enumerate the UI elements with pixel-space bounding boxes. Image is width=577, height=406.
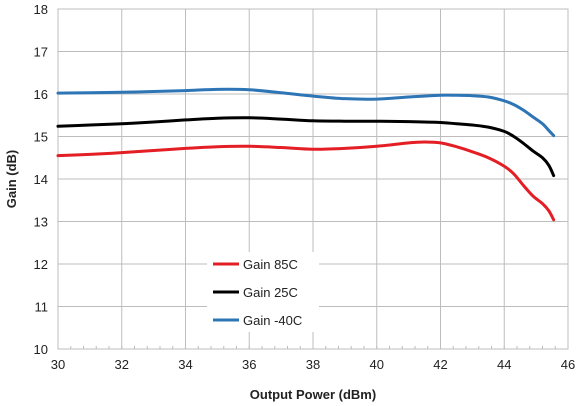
legend-label: Gain 85C <box>243 257 298 272</box>
x-tick-label: 42 <box>433 357 447 372</box>
y-tick-label: 11 <box>35 300 49 315</box>
series-group <box>56 87 556 222</box>
x-tick-label: 36 <box>242 357 256 372</box>
x-tick-label: 34 <box>178 357 192 372</box>
x-tick-label: 46 <box>561 357 575 372</box>
y-axis-tick-labels: 10 11 12 13 14 15 16 17 18 <box>34 2 48 357</box>
y-tick-label: 13 <box>34 215 48 230</box>
x-axis-tick-labels: 30 32 34 36 38 40 42 44 46 <box>51 357 575 372</box>
x-tick-label: 44 <box>497 357 511 372</box>
series-line-gain-25c <box>56 116 556 178</box>
y-tick-label: 16 <box>34 87 48 102</box>
x-tick-label: 30 <box>51 357 65 372</box>
legend-label: Gain -40C <box>243 313 302 328</box>
legend-label: Gain 25C <box>243 285 298 300</box>
y-tick-label: 10 <box>34 342 48 357</box>
y-tick-label: 12 <box>34 257 48 272</box>
x-tick-label: 32 <box>115 357 129 372</box>
x-tick-label: 38 <box>306 357 320 372</box>
plot-area-border <box>57 8 569 350</box>
series-line-gain-85c <box>56 140 556 222</box>
x-axis-title: Output Power (dBm) <box>250 387 376 402</box>
y-tick-label: 17 <box>34 45 48 60</box>
x-tick-label: 40 <box>370 357 384 372</box>
y-tick-label: 14 <box>34 172 48 187</box>
y-tick-label: 15 <box>34 130 48 145</box>
y-tick-label: 18 <box>34 2 48 17</box>
series-line-gain-40c <box>56 87 556 138</box>
legend: Gain 85C Gain 25C Gain -40C <box>207 252 319 332</box>
y-axis-title: Gain (dB) <box>4 150 19 209</box>
